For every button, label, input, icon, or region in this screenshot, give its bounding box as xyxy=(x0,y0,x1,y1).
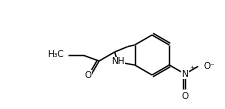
Text: O: O xyxy=(181,92,188,101)
Text: O: O xyxy=(85,71,92,80)
Text: H₃C: H₃C xyxy=(47,50,64,59)
Text: NH: NH xyxy=(111,58,124,66)
Text: +: + xyxy=(189,65,194,70)
Text: O⁻: O⁻ xyxy=(203,62,215,71)
Text: N: N xyxy=(182,70,188,78)
